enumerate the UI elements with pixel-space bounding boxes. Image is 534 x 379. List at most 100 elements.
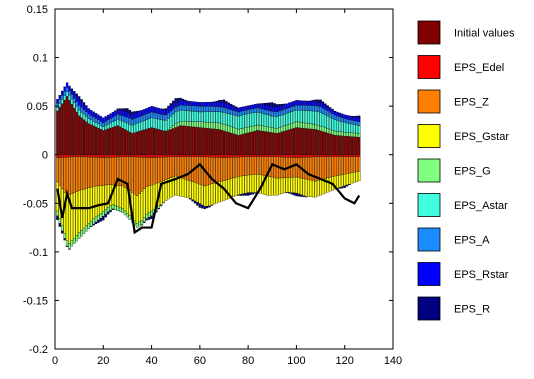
- bar-segment: [128, 215, 132, 220]
- bar-segment: [271, 154, 274, 157]
- bar-segment: [220, 99, 223, 103]
- bar-segment: [80, 156, 83, 191]
- bar-segment: [80, 99, 83, 102]
- bar-segment: [201, 204, 204, 209]
- bar-segment: [292, 154, 296, 158]
- bar-segment: [300, 194, 303, 197]
- bar-segment: [295, 192, 298, 197]
- bar-segment: [65, 96, 69, 155]
- bar-segment: [355, 115, 358, 118]
- bar-segment: [111, 204, 115, 210]
- bar-segment: [263, 109, 267, 115]
- bar-segment: [196, 101, 199, 107]
- bar-segment: [321, 113, 325, 128]
- bar-segment: [266, 102, 269, 106]
- bar-segment: [191, 111, 194, 122]
- bar-segment: [186, 126, 189, 155]
- bar-segment: [278, 132, 281, 155]
- bar-segment: [109, 205, 112, 211]
- bar-segment: [90, 156, 93, 188]
- bar-segment: [302, 195, 305, 198]
- bar-segment: [128, 156, 132, 191]
- bar-segment: [331, 109, 334, 114]
- bar-segment: [326, 128, 329, 134]
- bar-segment: [304, 178, 308, 197]
- bar-segment: [338, 135, 342, 155]
- bar-segment: [358, 125, 361, 134]
- bar-segment: [169, 129, 173, 155]
- bar-segment: [114, 154, 117, 158]
- bar-segment: [123, 121, 127, 130]
- bar-segment: [70, 154, 74, 158]
- bar-segment: [213, 106, 216, 112]
- bar-segment: [152, 106, 156, 113]
- bar-segment: [111, 127, 115, 155]
- bar-segment: [152, 157, 156, 185]
- bar-segment: [169, 127, 173, 130]
- bar-segment: [244, 193, 247, 196]
- bar-segment: [135, 110, 139, 113]
- bar-segment: [292, 122, 296, 129]
- bar-segment: [309, 154, 313, 158]
- bar-segment: [97, 128, 100, 155]
- bar-segment: [123, 108, 127, 112]
- bar-segment: [256, 107, 259, 113]
- bar-segment: [179, 156, 182, 178]
- bar-segment: [150, 111, 153, 118]
- bar-segment: [92, 111, 95, 118]
- bar-segment: [210, 128, 214, 155]
- bar-segment: [353, 132, 356, 137]
- bar-segment: [123, 187, 127, 212]
- bar-segment: [230, 132, 233, 155]
- bar-segment: [70, 89, 74, 95]
- bar-segment: [152, 112, 156, 119]
- bar-segment: [145, 218, 148, 221]
- bar-segment: [314, 105, 317, 112]
- bar-segment: [297, 100, 301, 106]
- bar-segment: [61, 157, 64, 190]
- bar-segment: [348, 123, 351, 133]
- bar-segment: [143, 109, 146, 115]
- bar-segment: [189, 154, 192, 157]
- bar-segment: [157, 113, 160, 120]
- bar-segment: [295, 157, 298, 178]
- bar-segment: [63, 91, 66, 96]
- bar-segment: [73, 91, 76, 93]
- bar-segment: [126, 213, 129, 218]
- bar-segment: [256, 156, 259, 175]
- bar-segment: [246, 126, 250, 134]
- bar-segment: [169, 105, 173, 112]
- bar-segment: [324, 103, 327, 106]
- bar-segment: [145, 186, 148, 215]
- bar-segment: [198, 154, 202, 157]
- x-tick-label: 100: [287, 355, 305, 367]
- bar-segment: [164, 131, 168, 155]
- bar-segment: [150, 127, 153, 155]
- legend-label: EPS_Gstar: [454, 131, 509, 143]
- bar-segment: [94, 154, 98, 158]
- bar-segment: [358, 133, 361, 138]
- bar-segment: [227, 108, 231, 114]
- bar-segment: [215, 182, 218, 204]
- bar-segment: [90, 226, 93, 228]
- bar-segment: [321, 104, 325, 109]
- bar-segment: [90, 110, 93, 116]
- bar-segment: [246, 154, 250, 157]
- bar-segment: [167, 105, 170, 108]
- bar-segment: [99, 121, 103, 126]
- bar-segment: [143, 114, 146, 121]
- bar-segment: [213, 101, 216, 107]
- bar-segment: [329, 112, 332, 118]
- bar-segment: [333, 154, 337, 157]
- bar-segment: [106, 207, 110, 213]
- bar-segment: [138, 116, 141, 123]
- bar-segment: [225, 112, 228, 126]
- bar-segment: [184, 154, 187, 157]
- bar-segment: [326, 115, 329, 129]
- bar-segment: [309, 123, 313, 130]
- bar-segment: [111, 121, 115, 128]
- bar-segment: [283, 156, 286, 178]
- bar-segment: [208, 184, 211, 207]
- bar-segment: [251, 108, 255, 113]
- bar-segment: [90, 124, 93, 155]
